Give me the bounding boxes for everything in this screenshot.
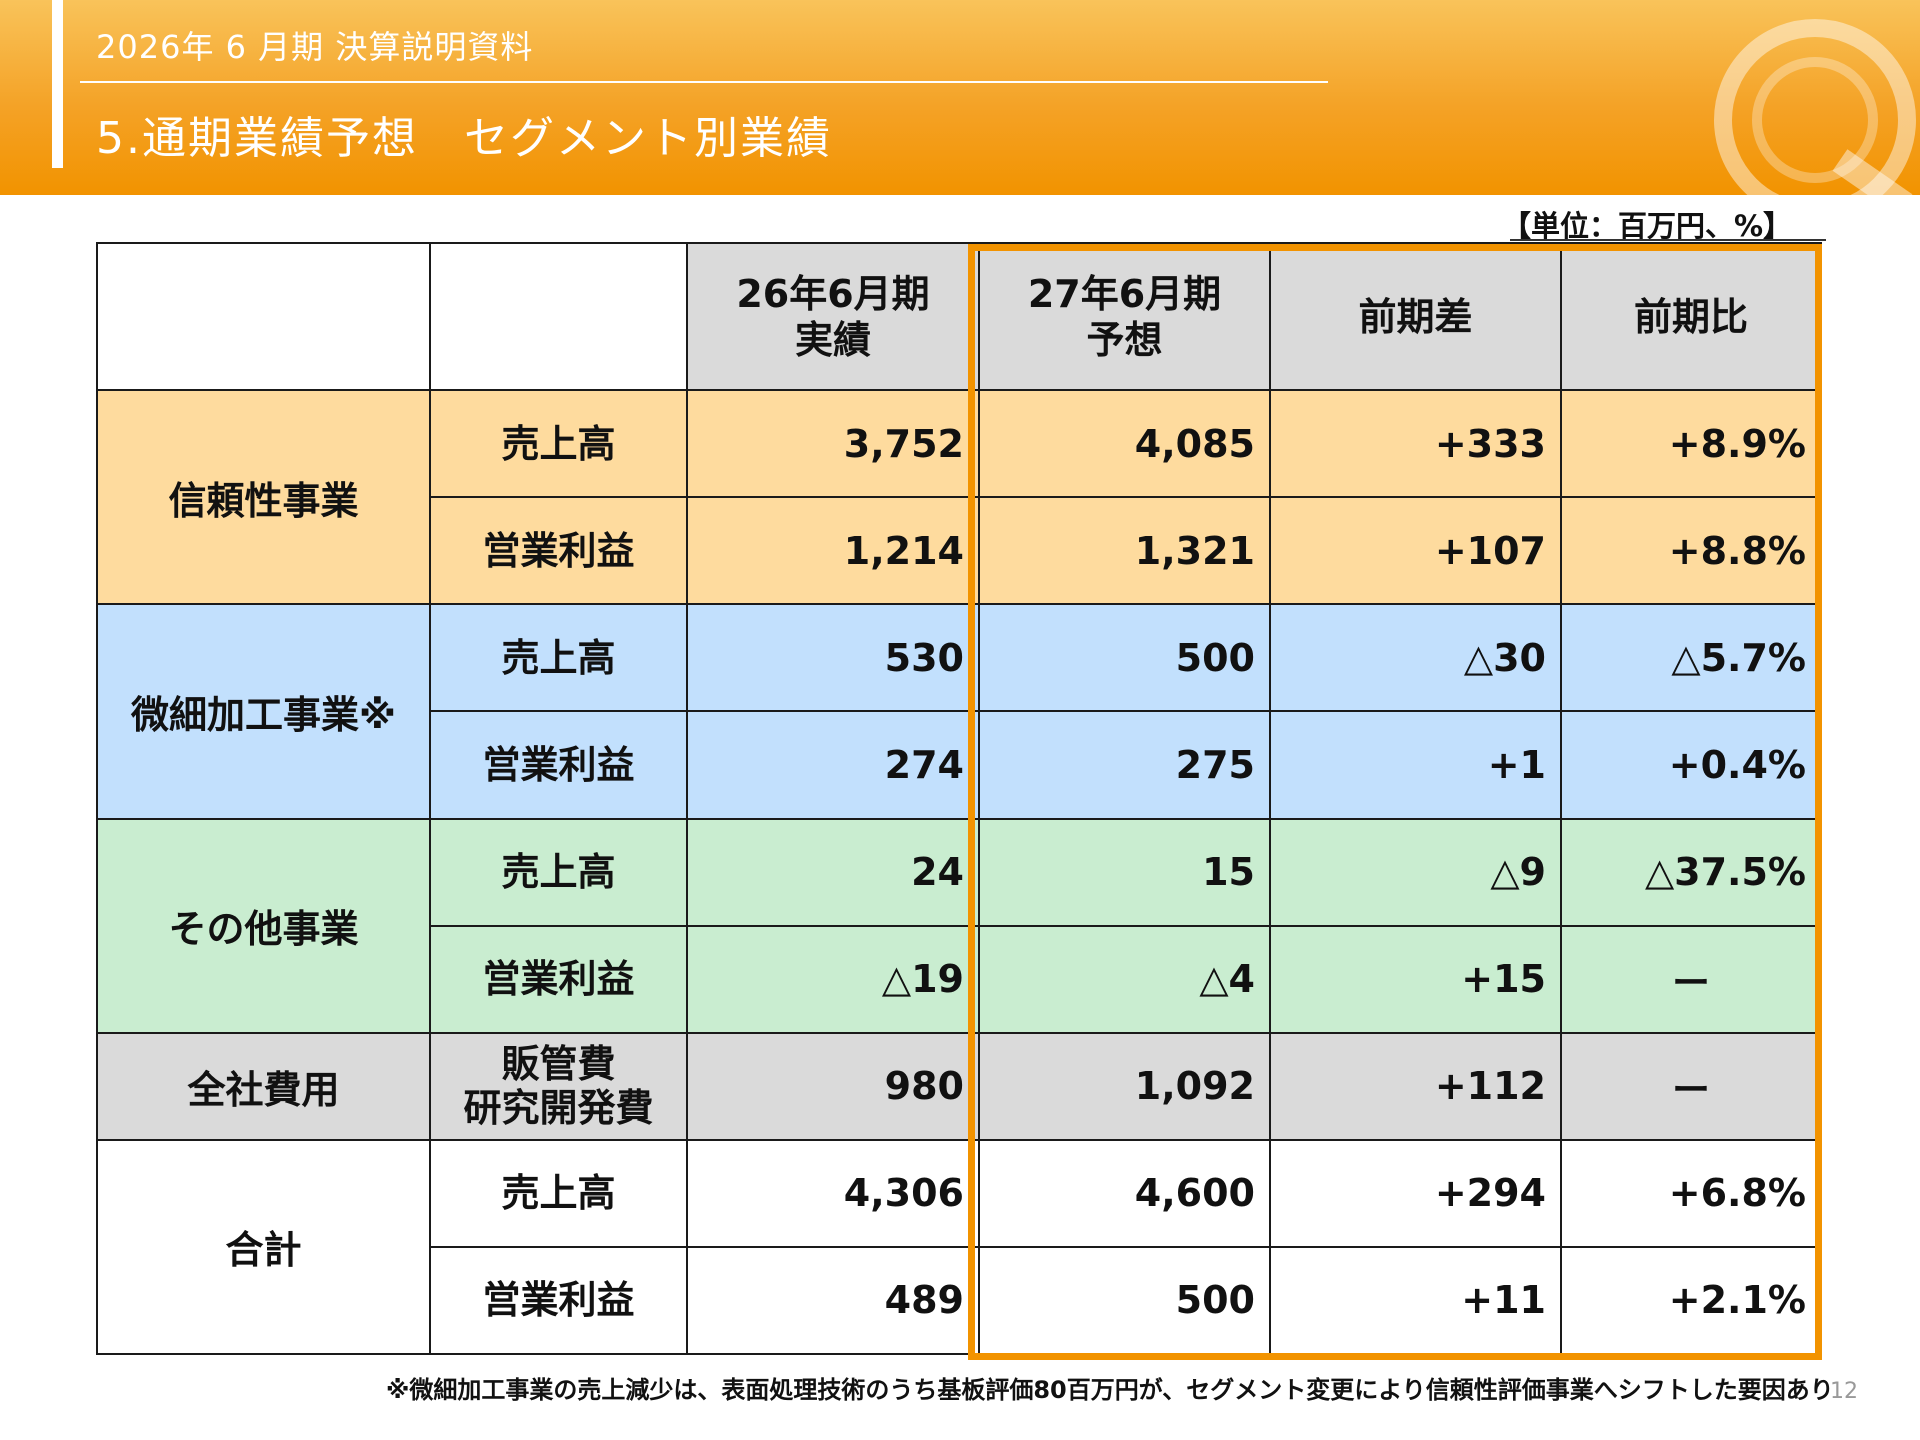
- value-26-actual: 1,214: [686, 496, 980, 606]
- value-26-actual: 24: [686, 817, 980, 927]
- value-27-forecast: 1,092: [978, 1031, 1271, 1141]
- table-row: 営業利益 △19 △4 +15 ー: [97, 924, 1822, 1034]
- row-item-label: 売上高: [429, 817, 688, 927]
- table-row: 信頼性事業 売上高 3,752 4,085 +333 +8.9%: [96, 389, 1822, 606]
- value-26-actual: 980: [686, 1031, 980, 1141]
- table-header-row: 26年6月期 実績 27年6月期 予想 前期差 前期比: [96, 241, 1822, 392]
- value-yoy-ratio: △5.7%: [1560, 603, 1822, 713]
- row-item-label: 販管費 研究開発費: [429, 1031, 688, 1141]
- value-yoy-diff: +1: [1269, 710, 1562, 820]
- value-26-actual: △19: [686, 924, 980, 1034]
- value-yoy-ratio: +8.8%: [1560, 496, 1822, 606]
- value-27-forecast: 1,321: [978, 496, 1271, 606]
- value-yoy-diff: △30: [1269, 603, 1562, 713]
- value-27-forecast: 275: [978, 710, 1271, 820]
- value-yoy-ratio: +6.8%: [1560, 1138, 1822, 1248]
- value-26-actual: 530: [686, 603, 980, 713]
- segment-results-table: 26年6月期 実績 27年6月期 予想 前期差 前期比 信頼性事業 売上高 3,75…: [96, 241, 1822, 1356]
- value-27-forecast: △4: [978, 924, 1271, 1034]
- value-yoy-diff: +15: [1269, 924, 1562, 1034]
- value-27-forecast: 500: [978, 603, 1271, 713]
- value-yoy-ratio: +0.4%: [1560, 710, 1822, 820]
- value-yoy-diff: △9: [1269, 817, 1562, 927]
- value-yoy-ratio: +8.9%: [1560, 389, 1822, 499]
- value-26-actual: 3,752: [686, 389, 980, 499]
- header-subtitle: 2026年 6 月期 決算説明資料: [96, 28, 534, 66]
- table-row: 営業利益 1,214 1,321 +107 +8.8%: [97, 496, 1822, 606]
- header-accent-bar: [52, 0, 63, 168]
- value-yoy-ratio: +2.1%: [1560, 1245, 1822, 1356]
- company-logo-icon: [1714, 19, 1916, 195]
- column-header-yoy-ratio: 前期比: [1560, 241, 1822, 392]
- header-blank-cell: [96, 241, 431, 392]
- value-yoy-ratio: △37.5%: [1560, 817, 1822, 927]
- value-27-forecast: 4,600: [978, 1138, 1271, 1248]
- table-row: 微細加工事業※ 売上高 530 500 △30 △5.7%: [96, 603, 1822, 820]
- table-row: 全社費用 販管費 研究開発費 980 1,092 +112 ー: [96, 1031, 1822, 1141]
- segment-name-other: その他事業: [96, 817, 431, 1034]
- value-yoy-ratio: ー: [1560, 924, 1822, 1034]
- segment-name-reliability: 信頼性事業: [96, 389, 431, 606]
- header-divider: [80, 81, 1328, 83]
- value-yoy-diff: +112: [1269, 1031, 1562, 1141]
- value-yoy-diff: +294: [1269, 1138, 1562, 1248]
- column-header-yoy-diff: 前期差: [1269, 241, 1562, 392]
- table-row: その他事業 売上高 24 15 △9 △37.5%: [96, 817, 1822, 1034]
- segment-name-corporate: 全社費用: [96, 1031, 431, 1141]
- row-item-label: 営業利益: [429, 924, 688, 1034]
- value-26-actual: 274: [686, 710, 980, 820]
- column-header-26-actual: 26年6月期 実績: [686, 241, 980, 392]
- footnote: ※微細加工事業の売上減少は、表面処理技術のうち基板評価80百万円が、セグメント変…: [386, 1376, 1834, 1404]
- value-yoy-diff: +11: [1269, 1245, 1562, 1356]
- value-yoy-diff: +333: [1269, 389, 1562, 499]
- value-yoy-ratio: ー: [1560, 1031, 1822, 1141]
- row-item-label: 営業利益: [429, 710, 688, 820]
- row-item-label: 売上高: [429, 603, 688, 713]
- value-26-actual: 4,306: [686, 1138, 980, 1248]
- value-27-forecast: 4,085: [978, 389, 1271, 499]
- row-item-label: 営業利益: [429, 1245, 688, 1356]
- row-item-label: 売上高: [429, 389, 688, 499]
- segment-name-microfabrication: 微細加工事業※: [96, 603, 431, 820]
- header-blank-cell: [429, 241, 688, 392]
- row-item-label: 営業利益: [429, 496, 688, 606]
- value-27-forecast: 15: [978, 817, 1271, 927]
- page-number: 12: [1830, 1379, 1858, 1404]
- table-row: 営業利益 274 275 +1 +0.4%: [97, 710, 1822, 820]
- page-title: 5.通期業績予想 セグメント別業績: [96, 113, 832, 164]
- table-row: 合計 売上高 4,306 4,600 +294 +6.8%: [96, 1138, 1822, 1356]
- value-26-actual: 489: [686, 1245, 980, 1356]
- row-item-label: 売上高: [429, 1138, 688, 1248]
- column-header-27-forecast: 27年6月期 予想: [978, 241, 1271, 392]
- segment-name-total: 合計: [96, 1138, 431, 1356]
- unit-underline: [1510, 239, 1826, 241]
- unit-label: 【単位：百万円、%】: [1501, 209, 1792, 243]
- table-row: 営業利益 489 500 +11 +2.1%: [97, 1245, 1822, 1356]
- value-yoy-diff: +107: [1269, 496, 1562, 606]
- slide-header: 2026年 6 月期 決算説明資料 5.通期業績予想 セグメント別業績: [0, 0, 1920, 195]
- value-27-forecast: 500: [978, 1245, 1271, 1356]
